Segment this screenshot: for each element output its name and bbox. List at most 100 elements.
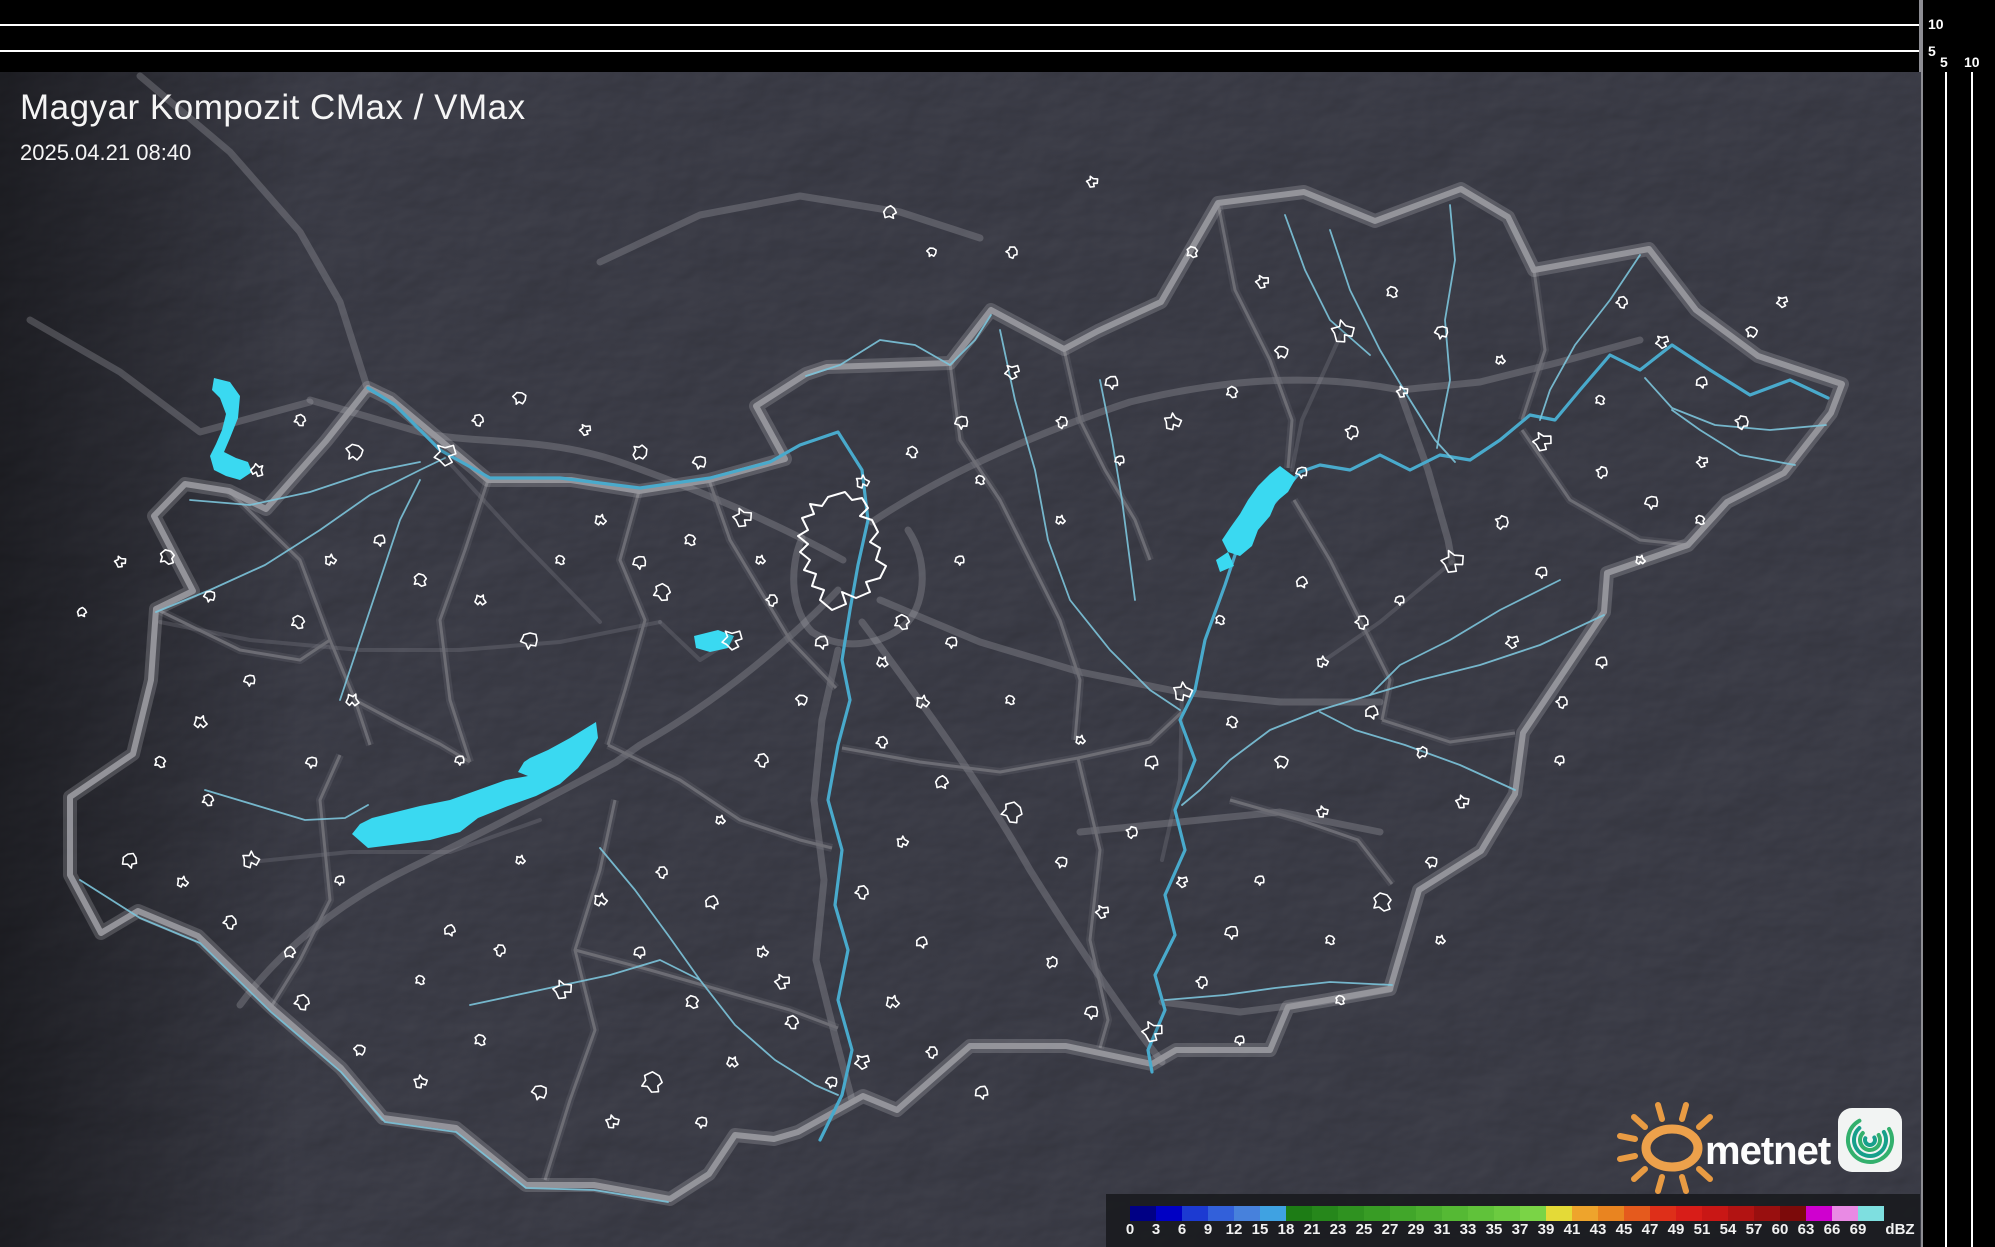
town-outline [579,424,591,436]
side-profile-tick-5: 5 [1940,54,1948,70]
right-height-profile-panel: 10 5 5 10 [1923,0,1995,1247]
town-outline [953,413,971,431]
town-outline [954,554,966,566]
town-outline [1696,456,1708,468]
dbz-segment [1806,1206,1832,1221]
lakes [210,378,1296,848]
sun-icon [1641,1124,1703,1172]
town-outline [414,574,426,587]
panel-divider [1919,0,1923,1247]
tisza-river [1146,343,1830,1074]
dbz-segment [1390,1206,1416,1221]
zala-river [204,789,369,821]
town-outline [411,1074,428,1091]
town-outline [1595,655,1609,669]
town-outline [1531,432,1553,453]
dbz-tick: 43 [1589,1221,1607,1238]
dbz-tick: 69 [1849,1221,1867,1238]
town-outline [1144,754,1160,770]
town-outline [1294,464,1309,479]
town-outline [1125,825,1140,840]
sio-river [599,847,839,1096]
town-outline [1223,923,1240,940]
town-outline [1494,514,1511,531]
town-outline [705,895,720,910]
town-outline [1005,245,1020,260]
town-outline [1494,354,1506,366]
dbz-segment [1468,1206,1494,1221]
town-outline [514,854,526,866]
ipoly-river [805,314,992,377]
dbz-segment [1832,1206,1858,1221]
town-outline [754,752,771,769]
dbz-tick: 27 [1381,1221,1399,1238]
logo-wordmark: metnet [1705,1129,1831,1173]
town-outline [773,974,790,991]
town-outline [1327,318,1356,346]
town-outline [1169,680,1194,705]
dbz-segment [1208,1206,1234,1221]
town-outline [373,533,387,547]
dbz-tick: 9 [1203,1221,1213,1238]
town-outline [633,945,647,959]
dbz-tick: 60 [1771,1221,1789,1238]
town-outline [1394,594,1406,606]
dbz-segment [1624,1206,1650,1221]
dbz-segment [1520,1206,1546,1221]
dbz-legend: 0 3 6 9 12 15 18 21 23 25 27 29 31 33 35 37 39 41 43 45 47 49… [1106,1194,1920,1247]
lake-balaton [352,722,598,848]
town-outline [1187,247,1197,258]
rivers [79,204,1830,1203]
town-outline [1387,287,1397,298]
town-outline [884,206,897,219]
town-outline [1216,616,1225,625]
dbz-tick: 23 [1329,1221,1347,1238]
town-outline [591,892,608,909]
raba-river [155,457,446,613]
town-outline [1656,336,1669,348]
dbz-tick: 0 [1125,1221,1135,1238]
dbz-tick: 33 [1459,1221,1477,1238]
town-outline [291,615,305,629]
dbz-segment [1754,1206,1780,1221]
town-outline [1745,325,1759,339]
dbz-tick: 21 [1303,1221,1321,1238]
town-outline [416,976,425,985]
town-outline [471,413,485,427]
dbz-tick: 18 [1277,1221,1295,1238]
town-outline [686,996,698,1009]
town-outline [239,849,261,871]
dbz-tick: 39 [1537,1221,1555,1238]
town-outline [155,756,166,768]
town-outline [78,608,87,617]
town-outline [1695,375,1709,389]
town-outline [1454,794,1470,810]
town-outline [1085,176,1099,189]
county-borders [154,202,1689,1182]
dbz-tick: 51 [1693,1221,1711,1238]
town-outline [603,1114,620,1131]
hernad-river [1436,204,1456,449]
town-outline [345,442,366,463]
country-border [63,182,1849,1206]
town-outline [519,629,542,652]
town-outline [641,1070,664,1094]
budapest-outline [797,491,887,611]
top-profile-gridline-10km [0,24,1921,26]
town-outline [1114,454,1126,466]
top-profile-tick-10: 10 [1928,16,1944,32]
town-outlines [78,176,1788,1131]
town-outline [444,924,457,937]
town-outline [714,814,726,826]
dbz-tick: 37 [1511,1221,1529,1238]
town-outline [1083,1003,1101,1021]
lake-velence [694,630,734,652]
town-outline [1006,696,1015,705]
town-outline [855,1056,869,1070]
dbz-tick: 15 [1251,1221,1269,1238]
timestamp: 2025.04.21 08:40 [20,140,192,165]
szamos-river [1644,377,1827,431]
town-outline [875,735,889,749]
town-outline [550,979,573,1001]
side-profile-gridline-10km [1971,72,1973,1247]
